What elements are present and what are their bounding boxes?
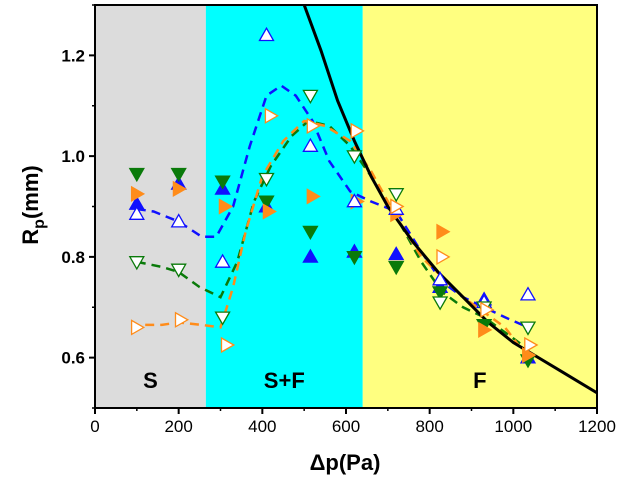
marker-s5-1: [174, 311, 190, 328]
marker-s2-8: [478, 321, 493, 339]
marker-s5-9: [524, 336, 539, 354]
marker-s0-4: [302, 248, 319, 263]
marker-s1-7: [431, 286, 449, 301]
marker-s5-5: [350, 122, 365, 140]
marker-s4-1: [170, 263, 187, 278]
marker-s1-6: [388, 261, 405, 276]
marker-s3-7: [431, 271, 449, 286]
marker-s5-2: [220, 336, 236, 354]
region-label-0: S: [143, 368, 158, 393]
marker-s2-7: [436, 223, 451, 240]
marker-s3-4: [302, 137, 319, 152]
y-axis-label-main: R: [18, 229, 43, 245]
marker-s0-6: [388, 246, 405, 261]
marker-s2-2: [218, 198, 234, 215]
y-tick-label-1: 0.8: [61, 248, 85, 267]
marker-s3-5: [346, 193, 363, 208]
marker-s3-0: [128, 205, 145, 220]
marker-s5-6: [390, 198, 405, 215]
x-tick-label-5: 1000: [494, 417, 532, 436]
y-axis-label: Rp(mm): [18, 165, 48, 244]
marker-s1-5: [346, 250, 363, 266]
marker-s4-3: [258, 172, 275, 188]
marker-s4-0: [128, 256, 145, 271]
x-tick-label-4: 800: [415, 417, 443, 436]
marker-s1-0: [128, 167, 145, 183]
y-axis-label-unit: (mm): [18, 165, 43, 219]
marker-s1-2: [214, 175, 231, 190]
tick-marks: [89, 4, 598, 414]
marker-s4-7: [431, 296, 449, 311]
x-axis-label: Δp(Pa): [310, 450, 381, 475]
marker-s2-4: [306, 188, 321, 205]
marker-s3-3: [258, 26, 275, 42]
y-axis-label-sub: p: [31, 219, 48, 229]
region-label-2: F: [473, 368, 486, 393]
region-0: [95, 5, 206, 408]
marker-s3-1: [170, 213, 187, 228]
marker-s1-3: [258, 195, 275, 210]
marker-s3-2: [214, 253, 231, 268]
marker-s2-0: [130, 185, 146, 203]
marker-s5-8: [480, 301, 495, 318]
y-tick-label-3: 1.2: [61, 46, 85, 65]
marker-s5-7: [436, 248, 451, 266]
x-tick-label-3: 600: [332, 417, 360, 436]
marker-s4-2: [214, 311, 231, 326]
trend-line-0: [136, 84, 529, 329]
marker-s3-9: [519, 286, 537, 301]
y-tick-label-0: 0.6: [61, 349, 85, 368]
x-tick-label-2: 400: [248, 417, 276, 436]
x-tick-label-6: 1200: [578, 417, 616, 436]
marker-s5-0: [130, 319, 146, 336]
marker-s5-4: [306, 117, 321, 135]
marker-s2-1: [172, 180, 188, 198]
region-labels: S S+F F: [143, 368, 487, 393]
data-markers: [128, 26, 539, 369]
marker-s4-4: [302, 89, 319, 105]
x-tick-label-1: 200: [164, 417, 192, 436]
tick-labels: 0 200 400 600 800 1000 1200 0.6 0.8 1.0 1.2: [61, 46, 616, 436]
marker-s4-5: [346, 150, 363, 165]
marker-s5-3: [264, 107, 280, 124]
y-tick-label-2: 1.0: [61, 147, 85, 166]
marker-s4-6: [388, 188, 405, 203]
marker-s4-9: [519, 321, 537, 336]
marker-s1-1: [170, 167, 187, 183]
x-tick-label-0: 0: [90, 417, 99, 436]
region-label-1: S+F: [264, 368, 305, 393]
marker-s2-3: [262, 203, 277, 220]
marker-s1-4: [302, 225, 319, 241]
